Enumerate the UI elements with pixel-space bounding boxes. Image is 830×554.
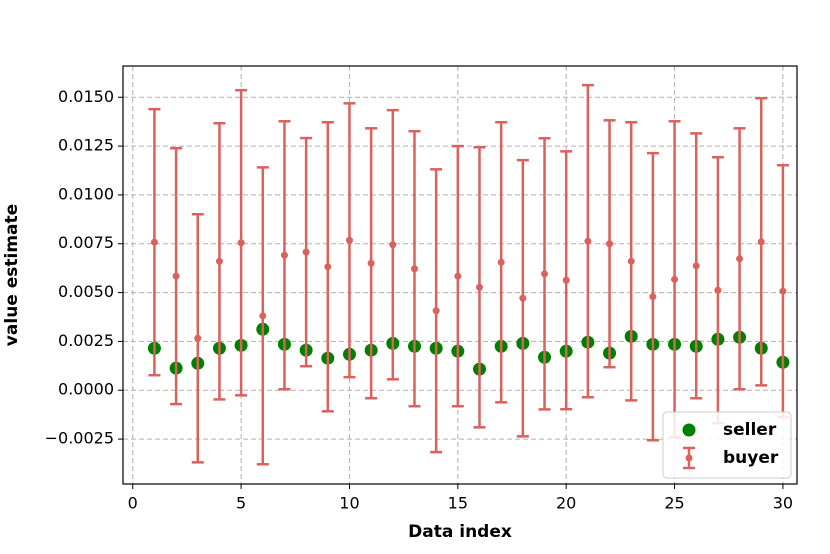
- buyer-point: [410, 265, 418, 273]
- buyer-point: [562, 276, 570, 284]
- buyer-point: [280, 251, 288, 259]
- x-tick-label: 15: [448, 494, 468, 513]
- buyer-point: [454, 272, 462, 280]
- x-tick-label: 25: [664, 494, 684, 513]
- buyer-point: [736, 255, 744, 263]
- x-tick-label: 20: [556, 494, 576, 513]
- buyer-point: [194, 334, 202, 342]
- buyer-point: [215, 257, 223, 265]
- legend-label: buyer: [723, 448, 779, 468]
- buyer-point: [541, 270, 549, 278]
- legend-marker: [685, 454, 693, 462]
- legend-label: seller: [723, 420, 777, 440]
- y-tick-label: 0.0150: [58, 87, 114, 106]
- y-tick-label: 0.0125: [58, 136, 114, 155]
- buyer-point: [714, 286, 722, 294]
- marks: [147, 83, 790, 466]
- y-tick-label: 0.0050: [58, 282, 114, 301]
- buyer-point: [584, 237, 592, 245]
- buyer-point: [259, 312, 267, 320]
- buyer-point: [627, 257, 635, 265]
- buyer-point: [237, 239, 245, 247]
- y-tick-label: 0.0000: [58, 380, 114, 399]
- buyer-point: [519, 294, 527, 302]
- x-axis-label: Data index: [408, 522, 512, 542]
- buyer-point: [432, 307, 440, 315]
- y-tick-label: 0.0075: [58, 233, 114, 252]
- x-tick-label: 0: [128, 494, 138, 513]
- legend-marker: [682, 423, 696, 437]
- plot-frame: [122, 65, 798, 485]
- buyer-point: [345, 236, 353, 244]
- buyer-point: [692, 262, 700, 270]
- buyer-point: [367, 259, 375, 267]
- buyer-point: [302, 248, 310, 256]
- y-tick-label: −0.0025: [45, 429, 114, 448]
- y-tick-label: 0.0025: [58, 331, 114, 350]
- y-tick-label: 0.0100: [58, 184, 114, 203]
- buyer-point: [779, 287, 787, 295]
- x-tick-label: 5: [236, 494, 246, 513]
- x-tick-label: 30: [773, 494, 793, 513]
- buyer-point: [476, 283, 484, 291]
- buyer-point: [497, 258, 505, 266]
- y-axis-label: value estimate: [2, 204, 22, 346]
- buyer-point: [757, 238, 765, 246]
- buyer-point: [671, 275, 679, 283]
- buyer-point: [150, 238, 158, 246]
- buyer-point: [389, 241, 397, 249]
- x-tick-label: 10: [339, 494, 359, 513]
- buyer-point: [649, 293, 657, 301]
- buyer-point: [172, 272, 180, 280]
- buyer-point: [324, 263, 332, 271]
- buyer-point: [606, 240, 614, 248]
- legend: seller buyer: [662, 411, 792, 479]
